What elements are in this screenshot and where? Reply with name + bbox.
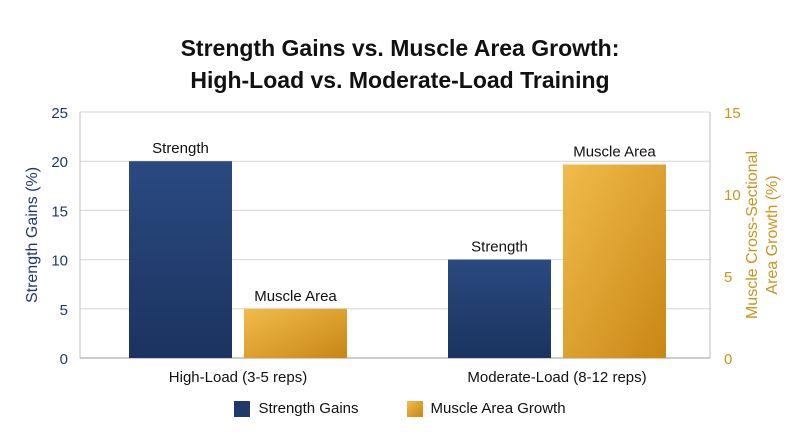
right-tick-label: 15 <box>724 105 741 122</box>
legend-label-muscle-area: Muscle Area Growth <box>430 400 566 417</box>
chart-title-line-1: Strength Gains vs. Muscle Area Growth: <box>180 35 620 61</box>
bar-label: Muscle Area <box>254 288 337 305</box>
bar-label: Strength <box>471 239 528 256</box>
left-axis-title: Strength Gains (%) <box>24 167 41 303</box>
left-tick-label: 10 <box>51 253 68 270</box>
chart-title: Strength Gains vs. Muscle Area Growth: H… <box>0 32 800 96</box>
left-tick-label: 0 <box>60 351 68 368</box>
chart-title-line-2: High-Load vs. Moderate-Load Training <box>190 67 610 93</box>
legend-item-muscle-area: Muscle Area Growth <box>406 400 566 417</box>
legend-swatch-muscle-area <box>406 400 423 417</box>
right-axis-title-line-2: Area Growth (%) <box>764 175 781 294</box>
left-tick-label: 5 <box>60 302 68 319</box>
right-tick-label: 0 <box>724 351 732 368</box>
x-category-label: High-Load (3-5 reps) <box>169 369 307 386</box>
bar-strength <box>448 259 551 358</box>
bar-label: Muscle Area <box>573 143 656 160</box>
legend-label-strength: Strength Gains <box>258 400 359 417</box>
bar-chart: Strength Muscle Area Strength Muscle Area 0… <box>24 105 781 386</box>
axes: 0 5 10 15 20 25 0 5 10 15 Strength Gains (%) Muscle… <box>24 105 781 386</box>
legend-item-strength: Strength Gains <box>234 400 359 417</box>
legend-swatch-strength <box>234 400 251 417</box>
bar-strength <box>129 161 232 358</box>
right-tick-label: 10 <box>724 187 741 204</box>
bar-muscle-area <box>563 164 666 358</box>
legend: Strength Gains Muscle Area Growth <box>0 400 800 417</box>
x-category-label: Moderate-Load (8-12 reps) <box>467 369 646 386</box>
right-tick-label: 5 <box>724 269 732 286</box>
left-tick-label: 25 <box>51 105 68 122</box>
left-tick-label: 20 <box>51 154 68 171</box>
left-tick-label: 15 <box>51 203 68 220</box>
right-axis-title-line-1: Muscle Cross-Sectional <box>744 151 761 319</box>
bars: Strength Muscle Area Strength Muscle Area <box>129 140 666 358</box>
bar-label: Strength <box>152 140 209 157</box>
bar-muscle-area <box>244 308 347 358</box>
